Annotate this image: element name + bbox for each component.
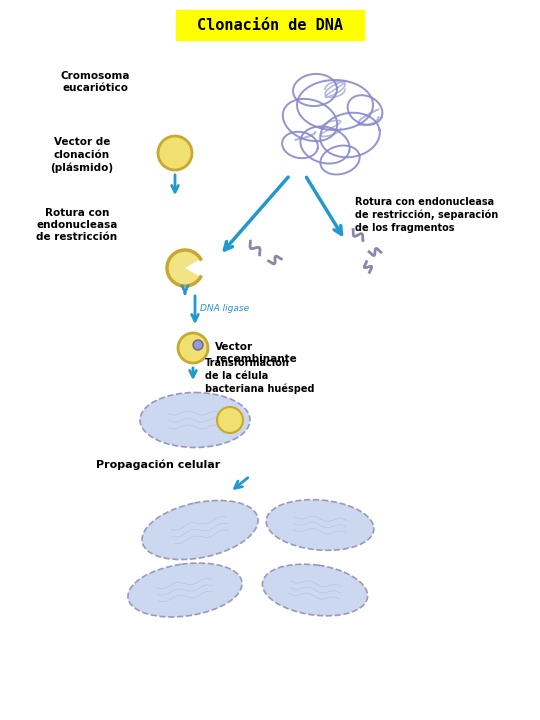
Ellipse shape: [128, 563, 242, 617]
Wedge shape: [168, 251, 200, 285]
Text: Rotura con endonucleasa
de restricción, separación
de los fragmentos: Rotura con endonucleasa de restricción, …: [355, 197, 498, 233]
Text: Clonación de DNA: Clonación de DNA: [197, 17, 343, 32]
Ellipse shape: [140, 392, 250, 448]
Circle shape: [158, 136, 192, 170]
Text: Transformación
de la célula
bacteriana huésped: Transformación de la célula bacteriana h…: [205, 359, 314, 394]
Text: Rotura con
endonucleasa
de restricción: Rotura con endonucleasa de restricción: [36, 207, 118, 243]
Circle shape: [193, 340, 203, 350]
Ellipse shape: [266, 500, 374, 550]
Text: Vector
recombinante: Vector recombinante: [215, 342, 297, 364]
Ellipse shape: [142, 500, 258, 559]
Text: Propagación celular: Propagación celular: [96, 460, 220, 470]
FancyBboxPatch shape: [176, 10, 364, 40]
Text: Cromosoma
eucariótico: Cromosoma eucariótico: [60, 71, 130, 93]
Circle shape: [217, 407, 243, 433]
Text: Vector de
clonación
(plásmido): Vector de clonación (plásmido): [50, 138, 113, 173]
Circle shape: [178, 333, 208, 363]
Text: DNA ligase: DNA ligase: [200, 304, 249, 312]
Ellipse shape: [262, 564, 368, 616]
